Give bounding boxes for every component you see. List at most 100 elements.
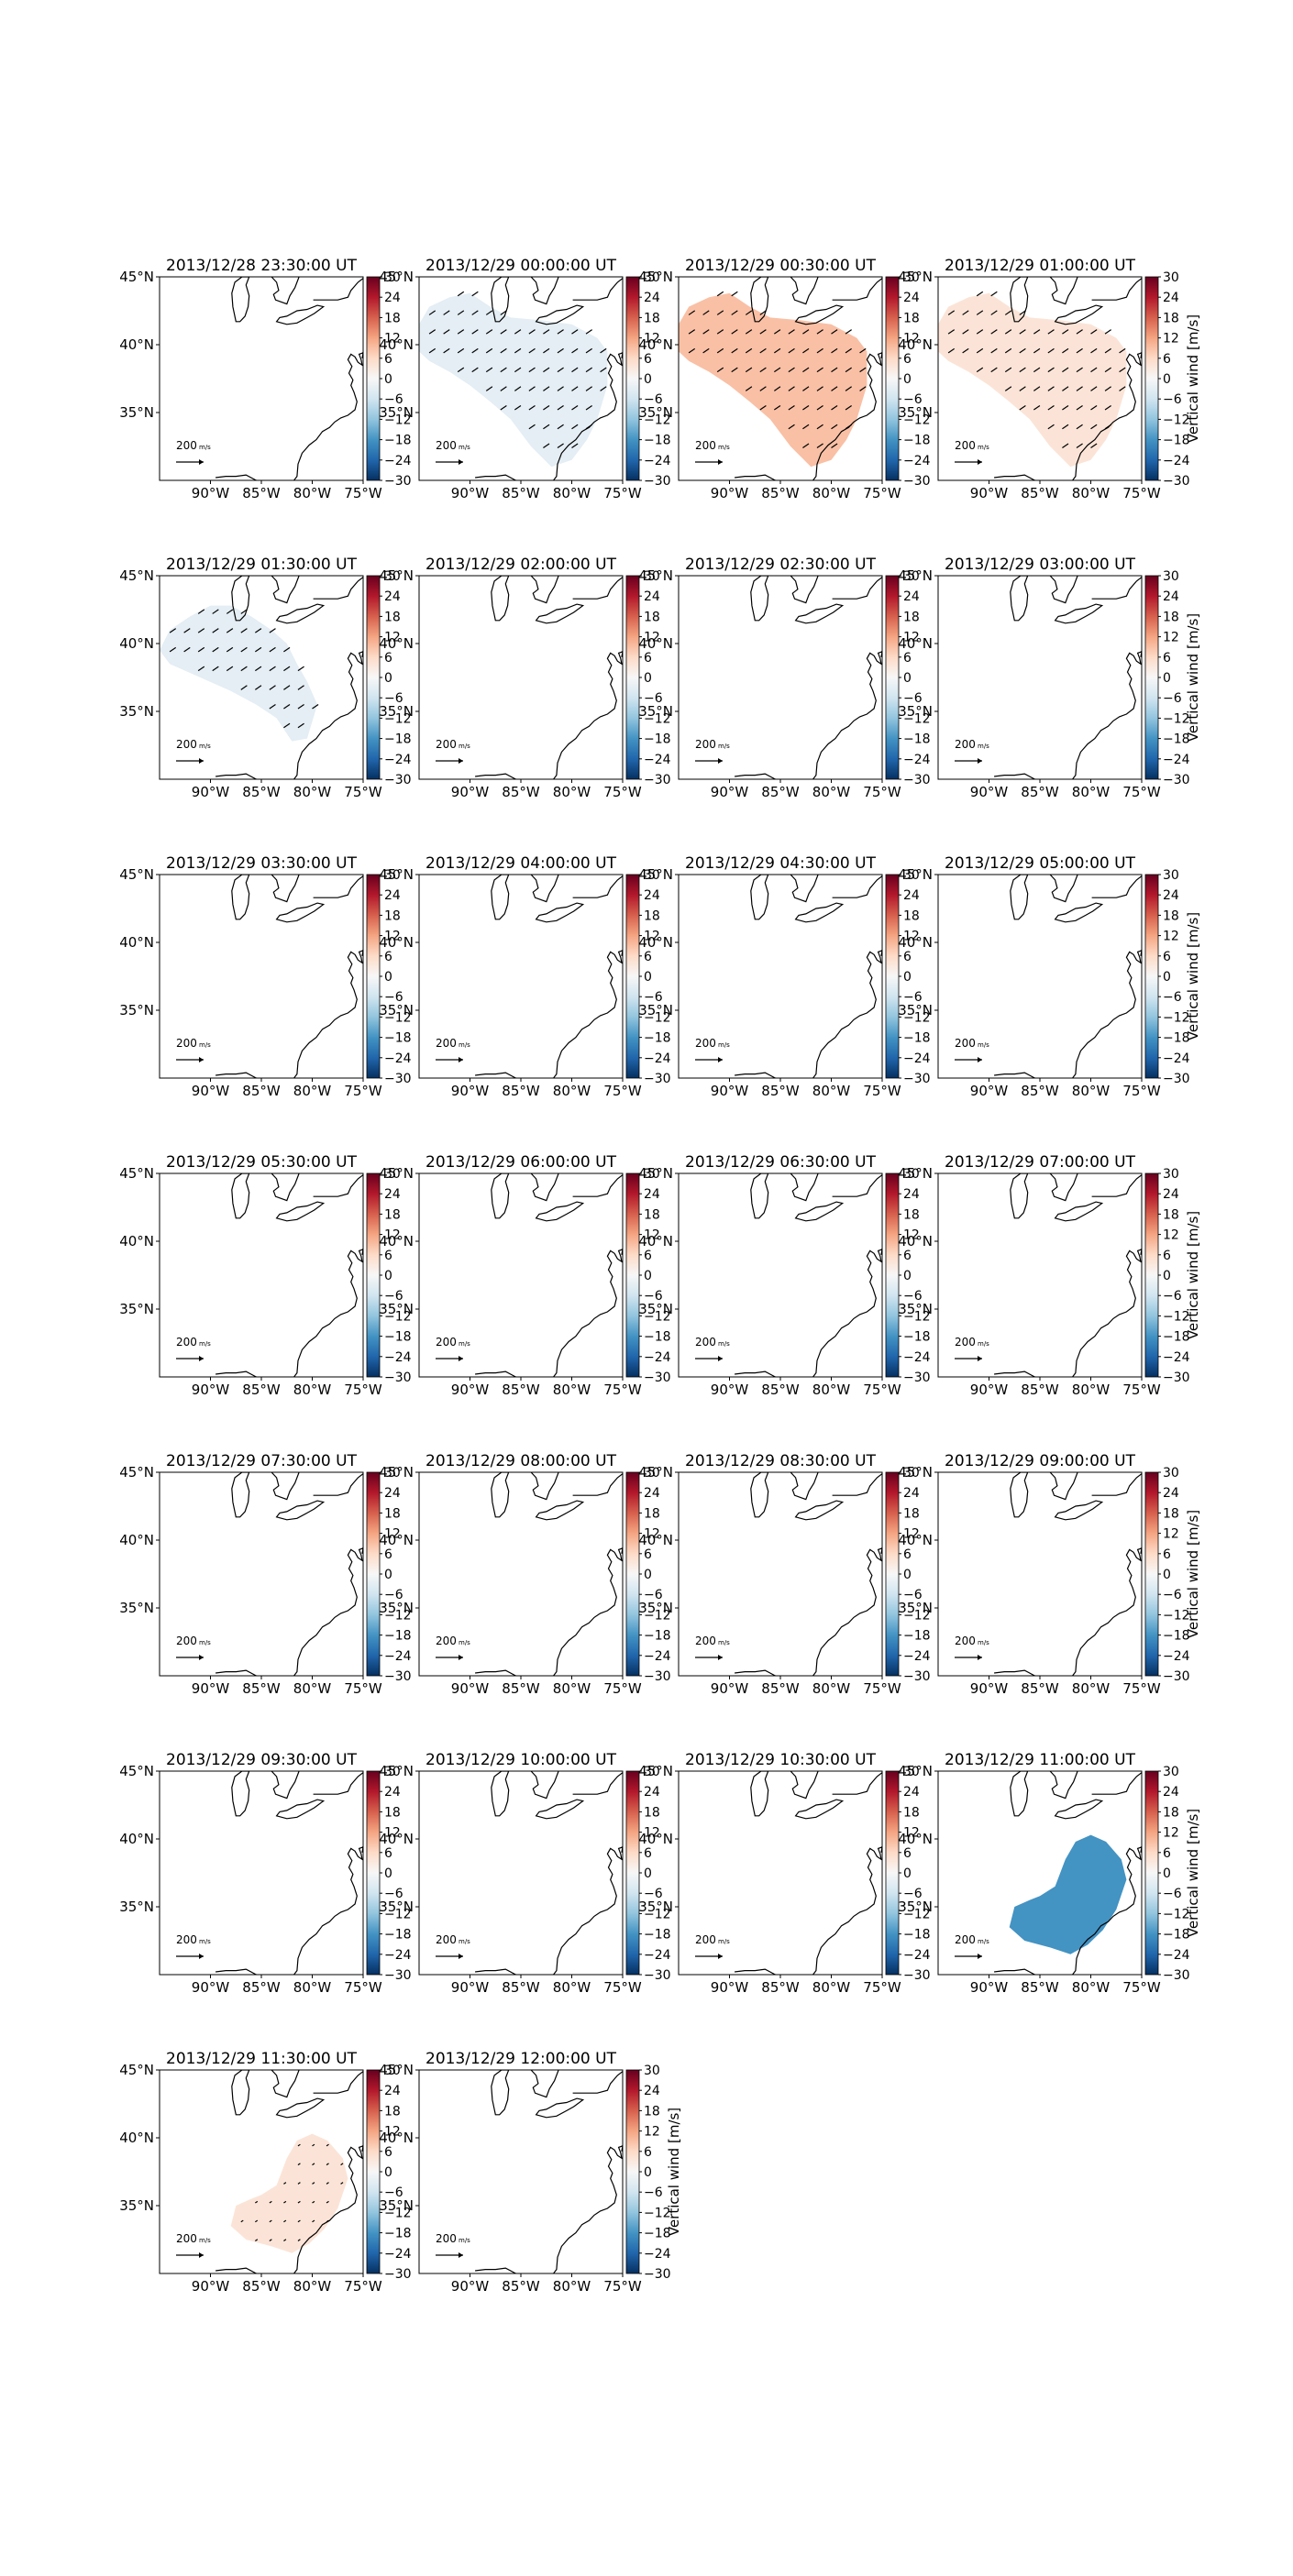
wind-arrow: [802, 443, 810, 448]
panel-title: 2013/12/29 07:00:00 UT: [945, 1153, 1136, 1172]
colorbar-tick-label: −12: [903, 1907, 931, 1921]
lake-outline: [491, 1472, 510, 1518]
colorbar-tick-label: −6: [903, 392, 923, 407]
wind-arrow: [1047, 329, 1055, 335]
lat-tick-label: 35°N: [379, 1600, 414, 1616]
wind-arrow: [240, 628, 248, 633]
colorbar-tick-label: −18: [1163, 732, 1190, 747]
lat-tick-label: 40°N: [898, 1532, 933, 1548]
colorbar-tick-label: 18: [644, 311, 660, 325]
colorbar-tick-label: −12: [384, 1907, 412, 1921]
lat-tick-label: 35°N: [638, 1899, 673, 1915]
wind-arrow: [269, 2239, 272, 2241]
lon-tick-label: 85°W: [242, 1382, 281, 1398]
lat-tick-label: 45°N: [119, 1165, 154, 1182]
lon-tick-label: 75°W: [344, 1083, 382, 1099]
coastline: [530, 576, 559, 604]
wind-arrow: [169, 646, 177, 653]
quiver-key-label: 200: [436, 2232, 457, 2245]
wind-arrow: [240, 666, 248, 672]
wind-arrow: [845, 329, 852, 335]
quiver-key-label: 200: [695, 738, 716, 751]
colorbar-tick-label: −6: [1163, 691, 1182, 706]
coastline: [1091, 1173, 1142, 1197]
colorbar-tick-label: 12: [384, 1826, 401, 1841]
colorbar-tick-label: −12: [384, 2206, 412, 2220]
map-panel: 2013/12/29 04:30:00 UT 200 m/s 90°W 85°W 80°W…: [638, 854, 930, 1099]
wind-arrow: [1104, 367, 1111, 373]
colorbar-tick-label: 24: [1163, 589, 1179, 604]
colorbar-tick-label: −6: [644, 691, 663, 706]
wind-arrow: [557, 367, 564, 373]
lon-tick-label: 90°W: [711, 784, 749, 800]
lake-outline: [535, 603, 585, 624]
lake-outline: [1010, 1472, 1029, 1518]
wind-arrow: [962, 347, 969, 354]
lat-tick-label: 35°N: [898, 1301, 933, 1317]
colorbar-tick-label: 30: [644, 569, 660, 584]
lon-tick-label: 75°W: [603, 1979, 642, 1996]
coastline: [790, 277, 819, 305]
wind-arrow: [1104, 329, 1111, 335]
lat-tick-label: 45°N: [119, 567, 154, 584]
quiver-key-arrowhead: [459, 1356, 463, 1361]
wind-arrow: [443, 347, 450, 354]
lake-outline: [750, 1472, 769, 1518]
colorbar-label: Vertical wind [m/s]: [666, 2108, 682, 2236]
lat-tick-label: 40°N: [119, 635, 154, 652]
colorbar-tick-label: 0: [384, 1269, 392, 1283]
colorbar-tick-label: 6: [644, 950, 652, 964]
map-panel: 2013/12/29 08:30:00 UT 200 m/s 90°W 85°W 80°W…: [638, 1452, 930, 1697]
map-panel: 2013/12/29 09:30:00 UT 200 m/s 90°W 85°W 80°W…: [119, 1751, 412, 1996]
lon-tick-label: 90°W: [970, 485, 1009, 501]
wind-arrow: [1062, 424, 1069, 430]
quiver-key-label: 200: [436, 1336, 457, 1349]
colorbar-tick-label: 12: [903, 1826, 920, 1841]
lat-tick-label: 45°N: [898, 1464, 933, 1481]
colorbar-tick-label: 12: [644, 631, 660, 645]
lake-outline: [794, 304, 845, 325]
lon-tick-label: 75°W: [344, 485, 382, 501]
coastline: [271, 1771, 300, 1800]
coastline: [475, 352, 623, 480]
wind-arrow: [788, 424, 795, 430]
wind-arrow: [1090, 405, 1098, 411]
colorbar-tick-label: −12: [1163, 1907, 1190, 1921]
colorbar-tick-label: −24: [384, 753, 412, 767]
wind-arrow: [283, 722, 291, 729]
lon-tick-label: 75°W: [344, 2278, 382, 2295]
panel-title: 2013/12/29 09:00:00 UT: [945, 1452, 1136, 1470]
lake-outline: [491, 1173, 510, 1219]
colorbar: [366, 874, 381, 1079]
colorbar-tick-label: 30: [384, 1765, 401, 1779]
colorbar-tick-label: 0: [644, 1269, 652, 1283]
colorbar-tick-label: 18: [384, 1805, 401, 1820]
panel-title: 2013/12/29 05:00:00 UT: [945, 854, 1136, 873]
wind-arrow: [457, 310, 465, 315]
quiver-key-label: 200: [176, 1933, 197, 1946]
colorbar-tick-label: 30: [1163, 1167, 1179, 1182]
wind-arrow: [297, 685, 304, 690]
wind-arrow: [197, 609, 205, 614]
wind-arrow: [255, 628, 262, 633]
colorbar-tick-label: 12: [384, 930, 401, 944]
colorbar-tick-label: 6: [384, 1846, 392, 1861]
lat-tick-label: 45°N: [119, 2062, 154, 2078]
coastline: [313, 1771, 363, 1795]
colorbar-tick-label: −12: [384, 1608, 412, 1623]
lat-tick-label: 40°N: [898, 934, 933, 951]
colorbar-tick-label: 24: [903, 291, 920, 305]
wind-region: [679, 292, 868, 468]
coastline: [994, 950, 1142, 1078]
lat-tick-label: 40°N: [119, 1532, 154, 1548]
wind-arrow: [1090, 347, 1098, 354]
lat-tick-label: 40°N: [898, 1831, 933, 1847]
lake-outline: [275, 1500, 326, 1521]
lat-tick-label: 45°N: [119, 1464, 154, 1481]
panel-title: 2013/12/29 03:00:00 UT: [945, 556, 1136, 574]
lon-tick-label: 90°W: [451, 784, 490, 800]
lat-tick-label: 45°N: [379, 2062, 414, 2078]
wind-arrow: [1033, 405, 1041, 411]
colorbar-tick-label: 12: [644, 930, 660, 944]
lon-tick-label: 85°W: [761, 1083, 800, 1099]
